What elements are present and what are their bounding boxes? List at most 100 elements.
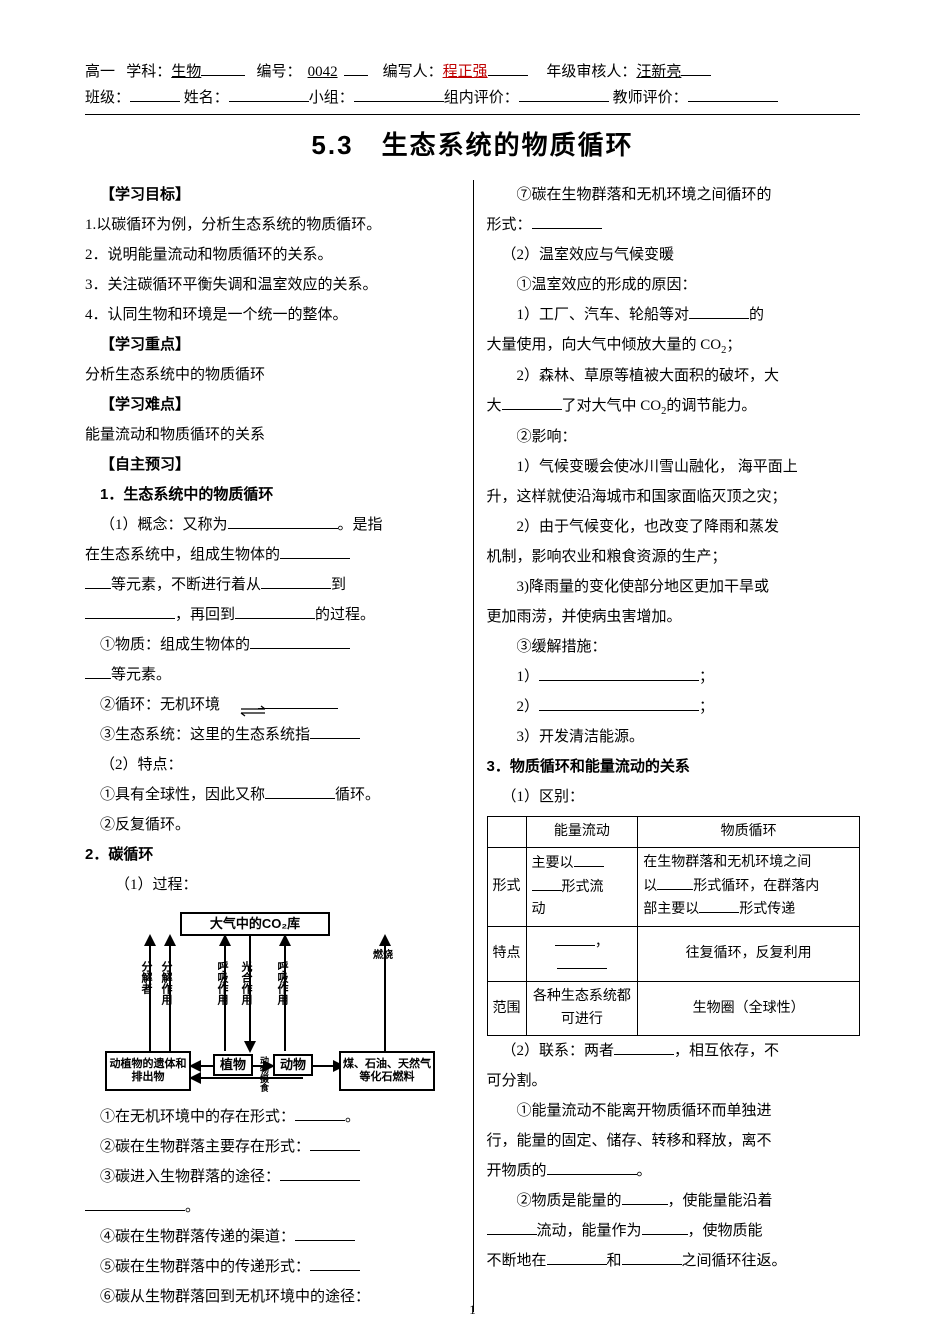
s1-line8: ③生态系统：这里的生态系统指 <box>85 720 459 750</box>
row-label-range: 范围 <box>487 982 526 1036</box>
goal-2: 2．说明能量流动和物质循环的关系。 <box>85 240 459 270</box>
goal-1: 1.以碳循环为例，分析生态系统的物质循环。 <box>85 210 459 240</box>
diagram-label-resp1: 呼吸作用 <box>211 961 233 1005</box>
r18d: 。 <box>637 1163 652 1179</box>
r18c: 开物质的 <box>487 1163 547 1179</box>
heading-focus: 【学习重点】 <box>85 330 459 360</box>
row-label-feat: 特点 <box>487 926 526 982</box>
r14a: 2） <box>517 699 540 715</box>
r21c: 之间循环往返。 <box>682 1253 787 1269</box>
s1-2a: 在生态系统中，组成生物体的 <box>85 547 280 563</box>
r19: ②物质是能量的，使能量能沿着 <box>487 1186 861 1216</box>
r14: 2） ； <box>487 692 861 722</box>
fm2a: 以 <box>643 879 657 894</box>
q3b-line: 。 <box>85 1192 459 1222</box>
r10a: 2）由于气候变化，也改变了降雨和蒸发 <box>487 512 861 542</box>
r11a: 3)降雨量的变化使部分地区更加干旱或 <box>487 572 861 602</box>
diagram-box-plant: 植物 <box>213 1054 253 1076</box>
section-2-title: 2．碳循环 <box>85 840 459 870</box>
r5a: 大量使用，向大气中倾放大量的 CO <box>487 337 722 353</box>
goal-4: 4．认同生物和环境是一个统一的整体。 <box>85 300 459 330</box>
r18b: 行，能量的固定、储存、转移和释放，离不 <box>487 1126 861 1156</box>
r6: 2）森林、草原等植被大面积的破坏，大 <box>487 361 861 391</box>
equilibrium-arrow-icon <box>224 699 254 713</box>
q2: ②碳在生物群落主要存在形式： <box>85 1132 459 1162</box>
r1b: 形式： <box>487 217 532 233</box>
fm1: 在生物群落和无机环境之间 <box>643 855 811 870</box>
r17: （2）联系：两者，相互依存，不 <box>487 1036 861 1066</box>
r19a: ②物质是能量的 <box>517 1193 622 1209</box>
reviewer-label: 年级审核人： <box>546 60 636 84</box>
header-row-2: 班级： 姓名： 小组： 组内评价： 教师评价： <box>85 86 860 110</box>
s1-line4: ，再回到的过程。 <box>85 600 459 630</box>
q3: ③碳进入生物群落的途径： <box>85 1162 459 1192</box>
q5a: ⑤碳在生物群落中的传递形式： <box>100 1259 310 1275</box>
r1: ⑦碳在生物群落和无机环境之间循环的 <box>487 180 861 210</box>
r20b: ，使物质能 <box>688 1223 763 1239</box>
diagram-label-burn: 燃烧 <box>373 946 393 966</box>
q1a: ①在无机环境中的存在形式： <box>100 1109 295 1125</box>
s1-1a: （1）概念：又称为 <box>100 517 228 533</box>
r13a: 1） <box>517 669 540 685</box>
r13: 1） ； <box>487 662 861 692</box>
r1b-line: 形式： <box>487 210 861 240</box>
diagram-label-photo: 光合作用 <box>235 961 257 1005</box>
group-label: 小组： <box>309 86 354 110</box>
cell-form-matter: 在生物群落和无机环境之间 以 形式循环，在群落内 部主要以 形式传递 <box>638 848 860 926</box>
r18c-line: 开物质的 。 <box>487 1156 861 1186</box>
s1-3a: 等元素，不断进行着从 <box>111 577 261 593</box>
diagram-box-atmosphere: 大气中的CO₂库 <box>180 912 330 936</box>
r4a: 1）工厂、汽车、轮船等对 <box>517 307 690 323</box>
s1-7a: ②循环：无机环境 <box>100 697 220 713</box>
heading-goals: 【学习目标】 <box>85 180 459 210</box>
fm3b: 形式传递 <box>739 902 795 917</box>
th-blank <box>487 817 526 848</box>
r4b: 的 <box>749 307 764 323</box>
r21a: 不断地在 <box>487 1253 547 1269</box>
s1-5a: ①物质：组成生物体的 <box>100 637 250 653</box>
goal-3: 3．关注碳循环平衡失调和温室效应的关系。 <box>85 270 459 300</box>
r7b: 了对大气中 CO <box>562 398 662 414</box>
heading-preview: 【自主预习】 <box>85 450 459 480</box>
fm2b: 形式循环，在群落内 <box>693 879 819 894</box>
r17b: ，相互依存，不 <box>674 1043 779 1059</box>
s1-line7: ②循环：无机环境 <box>85 690 459 720</box>
table-header-row: 能量流动 物质循环 <box>487 817 860 848</box>
q3a: ③碳进入生物群落的途径： <box>100 1169 280 1185</box>
q1: ①在无机环境中的存在形式： 。 <box>85 1102 459 1132</box>
s1-3b: 到 <box>331 577 346 593</box>
r13b: ； <box>699 669 714 685</box>
r20a: 流动，能量作为 <box>537 1223 642 1239</box>
fm3a: 部主要以 <box>643 902 699 917</box>
columns: 【学习目标】 1.以碳循环为例，分析生态系统的物质循环。 2．说明能量流动和物质… <box>85 180 860 1312</box>
difficulty-text: 能量流动和物质循环的关系 <box>85 420 459 450</box>
r16: （1）区别： <box>487 782 861 812</box>
s1-line6: 等元素。 <box>85 660 459 690</box>
s1-4a: ，再回到 <box>175 607 235 623</box>
r14b: ； <box>699 699 714 715</box>
name-label: 姓名： <box>184 86 229 110</box>
num-label: 编号： <box>257 60 302 84</box>
carbon-cycle-diagram: 大气中的CO₂库 动植物的遗体和排出物 植物 动物 煤、石油、天然气等化石燃料 … <box>105 906 435 1096</box>
r7a: 大 <box>487 398 502 414</box>
r8: ②影响： <box>487 422 861 452</box>
r11b: 更加雨涝，并使病虫害增加。 <box>487 602 861 632</box>
q4: ④碳在生物群落传递的渠道： <box>85 1222 459 1252</box>
r5: 大量使用，向大气中倾放大量的 CO2； <box>487 330 861 361</box>
header-row-1: 高一 学科： 生物 编号： 0042 编写人： 程正强 年级审核人： 汪新亮 <box>85 60 860 84</box>
r9a: 1）气候变暖会使冰川雪山融化， 海平面上 <box>487 452 861 482</box>
heading-difficulty: 【学习难点】 <box>85 390 459 420</box>
diagram-label-decomposer: 分解者 <box>135 961 157 994</box>
class-label: 班级： <box>85 86 130 110</box>
q1b: 。 <box>345 1109 360 1125</box>
section-1-title: 1．生态系统中的物质循环 <box>85 480 459 510</box>
header-rule <box>85 114 860 115</box>
s1-1b: 。是指 <box>338 517 383 533</box>
r7: 大了对大气中 CO2的调节能力。 <box>487 391 861 422</box>
page-number: 1 <box>0 1302 945 1318</box>
q3b: 。 <box>185 1199 200 1215</box>
subject: 生物 <box>171 60 201 84</box>
fe3: 动 <box>532 902 546 917</box>
s1-line5: ①物质：组成生物体的 <box>85 630 459 660</box>
r2: （2）温室效应与气候变暖 <box>487 240 861 270</box>
